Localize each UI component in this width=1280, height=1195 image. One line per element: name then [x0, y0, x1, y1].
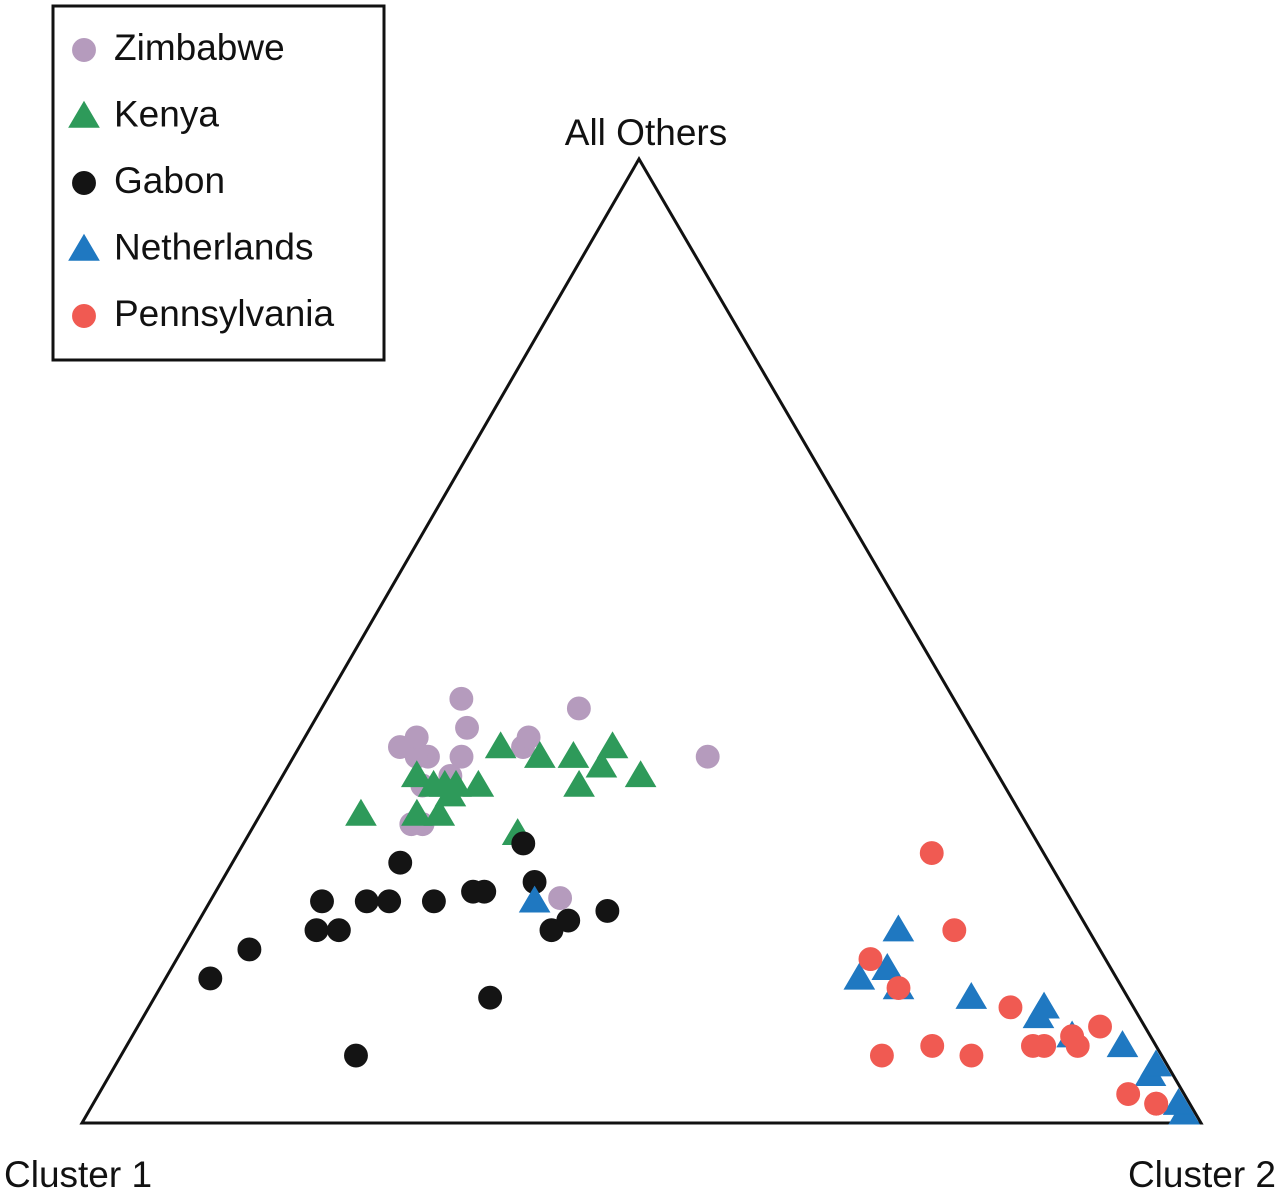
legend-marker-gabon [72, 171, 96, 195]
legend-label-kenya: Kenya [114, 94, 219, 135]
kenya-point [484, 731, 517, 759]
pennsylvania-point [998, 995, 1023, 1020]
kenya-point [557, 740, 590, 768]
netherlands-point [1028, 991, 1060, 1019]
kenya-point [585, 750, 618, 778]
zimbabwe-point [455, 715, 479, 740]
legend-item-kenya: Kenya [68, 94, 219, 135]
gabon-point [344, 1043, 368, 1068]
netherlands-point [1106, 1030, 1139, 1058]
ternary-triangle [79, 156, 1204, 1125]
zimbabwe-point [566, 696, 591, 721]
legend-marker-pennsylvania [72, 304, 96, 328]
gabon-point [556, 908, 581, 933]
netherlands-point [871, 953, 904, 980]
zimbabwe-point [449, 686, 474, 711]
kenya-point [596, 731, 629, 759]
netherlands-point [843, 962, 876, 990]
legend-marker-zimbabwe [72, 38, 96, 62]
gabon-point [304, 918, 329, 943]
pennsylvania-point [1144, 1091, 1169, 1116]
kenya-point [624, 760, 657, 788]
pennsylvania-point [869, 1043, 894, 1068]
kenya-point [401, 798, 433, 826]
netherlands-point [1162, 1088, 1195, 1115]
legend-label-netherlands: Netherlands [114, 227, 314, 268]
legend-item-gabon: Gabon [72, 160, 225, 201]
series-netherlands [518, 885, 1201, 1125]
legend: Zimbabwe Kenya Gabon Netherlands Pennsylvani… [51, 4, 386, 362]
zimbabwe-point [516, 725, 541, 750]
legend-marker-netherlands [68, 233, 100, 261]
gabon-point [472, 879, 497, 904]
netherlands-point [1140, 1049, 1172, 1077]
gabon-point [478, 985, 503, 1010]
netherlands-point [882, 914, 915, 942]
legend-label-zimbabwe: Zimbabwe [114, 27, 285, 68]
kenya-point [440, 769, 472, 797]
pennsylvania-point [959, 1043, 984, 1068]
gabon-point [595, 898, 620, 923]
vertex-label-cluster-1: Cluster 1 [4, 1154, 152, 1190]
zimbabwe-point [695, 744, 720, 769]
netherlands-point [518, 885, 551, 913]
pennsylvania-point [1088, 1014, 1112, 1039]
kenya-point [400, 760, 433, 788]
data-points [198, 686, 1201, 1125]
legend-item-zimbabwe: Zimbabwe [72, 27, 285, 68]
vertex-label-all-others: All Others [565, 112, 727, 153]
pennsylvania-point [1065, 1033, 1090, 1058]
pennsylvania-point [942, 918, 967, 943]
zimbabwe-point [404, 725, 429, 750]
kenya-point [345, 798, 377, 826]
gabon-point [354, 889, 379, 914]
gabon-point [377, 889, 402, 914]
kenya-point [462, 769, 495, 797]
zimbabwe-point [548, 886, 573, 911]
kenya-point [563, 769, 595, 797]
series-zimbabwe [388, 686, 720, 911]
series-gabon [198, 831, 620, 1068]
gabon-point [511, 831, 536, 856]
gabon-point [310, 889, 334, 914]
pennsylvania-point [858, 947, 883, 972]
pennsylvania-point [920, 1033, 945, 1058]
zimbabwe-point [449, 744, 474, 769]
legend-label-gabon: Gabon [114, 160, 225, 201]
pennsylvania-point [886, 976, 911, 1000]
legend-item-netherlands: Netherlands [68, 227, 314, 268]
series-kenya [345, 731, 657, 845]
gabon-point [198, 966, 223, 991]
legend-box [51, 4, 386, 362]
netherlands-point [955, 981, 988, 1009]
kenya-point [524, 740, 556, 768]
legend-item-pennsylvania: Pennsylvania [72, 293, 335, 334]
gabon-point [237, 937, 262, 962]
legend-label-pennsylvania: Pennsylvania [114, 293, 335, 334]
pennsylvania-point [919, 841, 944, 866]
gabon-point [326, 918, 351, 943]
vertex-label-cluster-2: Cluster 2 [1128, 1154, 1276, 1190]
kenya-point [423, 798, 456, 826]
pennsylvania-point [1032, 1033, 1057, 1058]
gabon-point [421, 889, 446, 914]
legend-marker-kenya [68, 100, 100, 128]
series-pennsylvania [858, 841, 1169, 1116]
pennsylvania-point [1116, 1082, 1141, 1107]
gabon-point [388, 850, 413, 875]
